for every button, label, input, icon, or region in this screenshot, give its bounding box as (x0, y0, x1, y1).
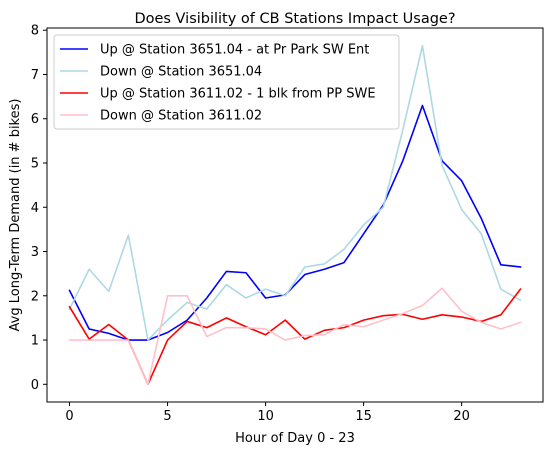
x-axis: 0 5 10 15 20 (65, 402, 470, 424)
y-tick-label: 6 (31, 112, 39, 127)
series-line-2 (68, 44, 522, 341)
series-line-1 (68, 104, 522, 341)
legend-label: Down @ Station 3611.02 (100, 109, 262, 124)
series-line-4 (68, 287, 522, 386)
chart-title: Does Visibility of CB Stations Impact Us… (134, 11, 455, 27)
plot-lines (68, 44, 522, 386)
legend-box (53, 34, 400, 130)
y-tick-label: 2 (31, 289, 39, 304)
x-tick-label: 20 (453, 409, 470, 424)
y-tick-label: 1 (31, 334, 39, 349)
y-tick-label: 4 (31, 201, 39, 216)
legend-label: Up @ Station 3651.04 - at Pr Park SW Ent (100, 43, 369, 58)
legend-label: Up @ Station 3611.02 - 1 blk from PP SWE (100, 87, 376, 102)
x-tick-label: 5 (163, 409, 171, 424)
y-axis-label: Avg Long-Term Demand (in # bikes) (8, 99, 23, 332)
x-tick-label: 0 (65, 409, 73, 424)
series-line-3 (68, 288, 522, 386)
y-tick-label: 7 (31, 68, 39, 83)
x-tick-label: 10 (257, 409, 274, 424)
y-tick-label: 8 (31, 24, 39, 39)
x-axis-label: Hour of Day 0 - 23 (235, 431, 355, 446)
y-axis: 0 1 2 3 4 5 6 7 8 (31, 24, 47, 393)
x-tick-label: 15 (355, 409, 372, 424)
plot-frame (46, 27, 544, 403)
y-tick-label: 5 (31, 156, 39, 171)
y-tick-label: 0 (31, 378, 39, 393)
y-tick-label: 3 (31, 245, 39, 260)
legend: Up @ Station 3651.04 - at Pr Park SW Ent… (53, 34, 400, 130)
legend-label: Down @ Station 3651.04 (100, 65, 262, 80)
